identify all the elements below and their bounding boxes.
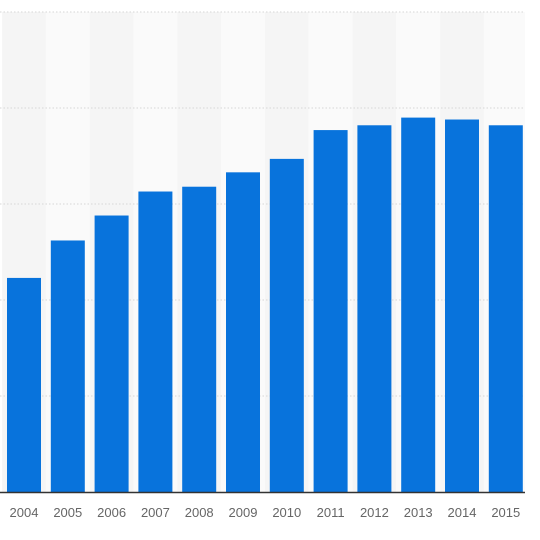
x-tick-label: 2015 [491, 505, 520, 520]
bar-2013[interactable] [401, 117, 436, 492]
gridlines [0, 11, 525, 397]
x-tick-label: 2008 [185, 505, 214, 520]
x-tick-label: 2006 [97, 505, 126, 520]
bar-2008[interactable] [182, 186, 217, 492]
bar-2005[interactable] [50, 240, 85, 492]
x-tick-label: 2013 [404, 505, 433, 520]
bars [7, 117, 523, 493]
x-tick-label: 2007 [141, 505, 170, 520]
x-tick-label: 2009 [229, 505, 258, 520]
x-tick-label: 2014 [448, 505, 477, 520]
x-tick-label: 2011 [317, 505, 345, 520]
x-tick-label: 2010 [272, 505, 301, 520]
bar-2011[interactable] [313, 130, 348, 492]
x-tick-label: 2004 [10, 505, 39, 520]
x-tick-label: 2012 [360, 505, 389, 520]
bar-2007[interactable] [138, 191, 173, 492]
x-tick-label: 2005 [53, 505, 82, 520]
bar-2012[interactable] [357, 125, 392, 492]
bar-2015[interactable] [488, 125, 523, 492]
bar-2010[interactable] [269, 158, 304, 492]
x-tick-labels: 2004 2005 2006 2007 2008 2009 2010 2011 2012 2013… [10, 505, 521, 520]
bar-2014[interactable] [445, 119, 479, 493]
bar-2006[interactable] [94, 215, 129, 492]
bar-2004[interactable] [7, 277, 41, 492]
bar-2009[interactable] [226, 172, 260, 492]
